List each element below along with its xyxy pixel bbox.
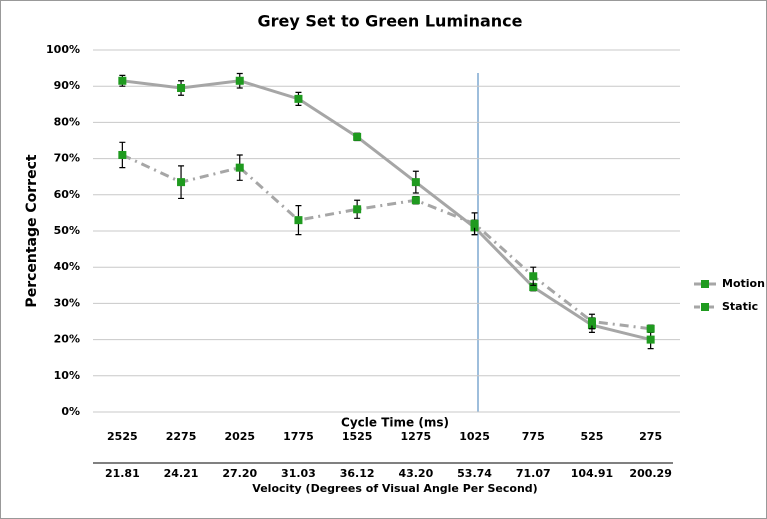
legend-label: Motion	[722, 277, 765, 290]
x2-tick-label: 43.20	[398, 467, 433, 480]
x-tick-label: 775	[522, 430, 545, 443]
marker	[587, 317, 596, 326]
marker	[529, 283, 538, 292]
legend-marker	[701, 280, 709, 288]
x2-tick-label: 71.07	[516, 467, 551, 480]
y-tick-label: 50%	[54, 224, 80, 237]
x2-tick-label: 21.81	[105, 467, 140, 480]
y-tick-label: 90%	[54, 79, 80, 92]
y-tick-label: 30%	[54, 296, 80, 309]
x2-tick-label: 27.20	[222, 467, 257, 480]
marker	[294, 216, 303, 225]
x-tick-label: 1775	[283, 430, 314, 443]
chart-title: Grey Set to Green Luminance	[257, 12, 522, 31]
x2-tick-label: 53.74	[457, 467, 492, 480]
x2-tick-label: 36.12	[340, 467, 375, 480]
y-tick-label: 80%	[54, 115, 80, 128]
marker	[177, 84, 186, 93]
x-tick-label: 2275	[166, 430, 197, 443]
marker	[294, 94, 303, 103]
marker	[646, 324, 655, 333]
x2-tick-label: 24.21	[164, 467, 199, 480]
marker	[411, 178, 420, 187]
y-tick-label: 0%	[61, 405, 80, 418]
marker	[118, 150, 127, 159]
x2-tick-label: 200.29	[629, 467, 671, 480]
x2-tick-label: 31.03	[281, 467, 316, 480]
marker	[118, 76, 127, 85]
y-tick-label: 20%	[54, 333, 80, 346]
y-tick-label: 40%	[54, 260, 80, 273]
y-axis-title: Percentage Correct	[24, 154, 40, 307]
y-tick-label: 100%	[46, 43, 80, 56]
marker	[470, 219, 479, 228]
marker	[353, 205, 362, 214]
x-tick-label: 1025	[459, 430, 490, 443]
x-axis-title: Cycle Time (ms)	[341, 416, 449, 430]
y-tick-label: 70%	[54, 152, 80, 165]
y-tick-label: 60%	[54, 188, 80, 201]
marker	[353, 132, 362, 141]
y-tick-label: 10%	[54, 369, 80, 382]
x-tick-label: 2525	[107, 430, 138, 443]
x-tick-label: 525	[580, 430, 603, 443]
marker	[646, 335, 655, 344]
marker	[529, 272, 538, 281]
x-tick-label: 1525	[342, 430, 373, 443]
legend-label: Static	[722, 300, 758, 313]
x-tick-label: 275	[639, 430, 662, 443]
marker	[235, 163, 244, 172]
x-tick-label: 2025	[224, 430, 255, 443]
x2-tick-label: 104.91	[571, 467, 613, 480]
series-line	[122, 79, 652, 342]
legend-marker	[701, 303, 709, 311]
marker	[411, 196, 420, 205]
x-tick-label: 1275	[401, 430, 432, 443]
x2-axis-title: Velocity (Degrees of Visual Angle Per Se…	[252, 482, 537, 495]
marker	[235, 76, 244, 85]
marker	[177, 178, 186, 187]
